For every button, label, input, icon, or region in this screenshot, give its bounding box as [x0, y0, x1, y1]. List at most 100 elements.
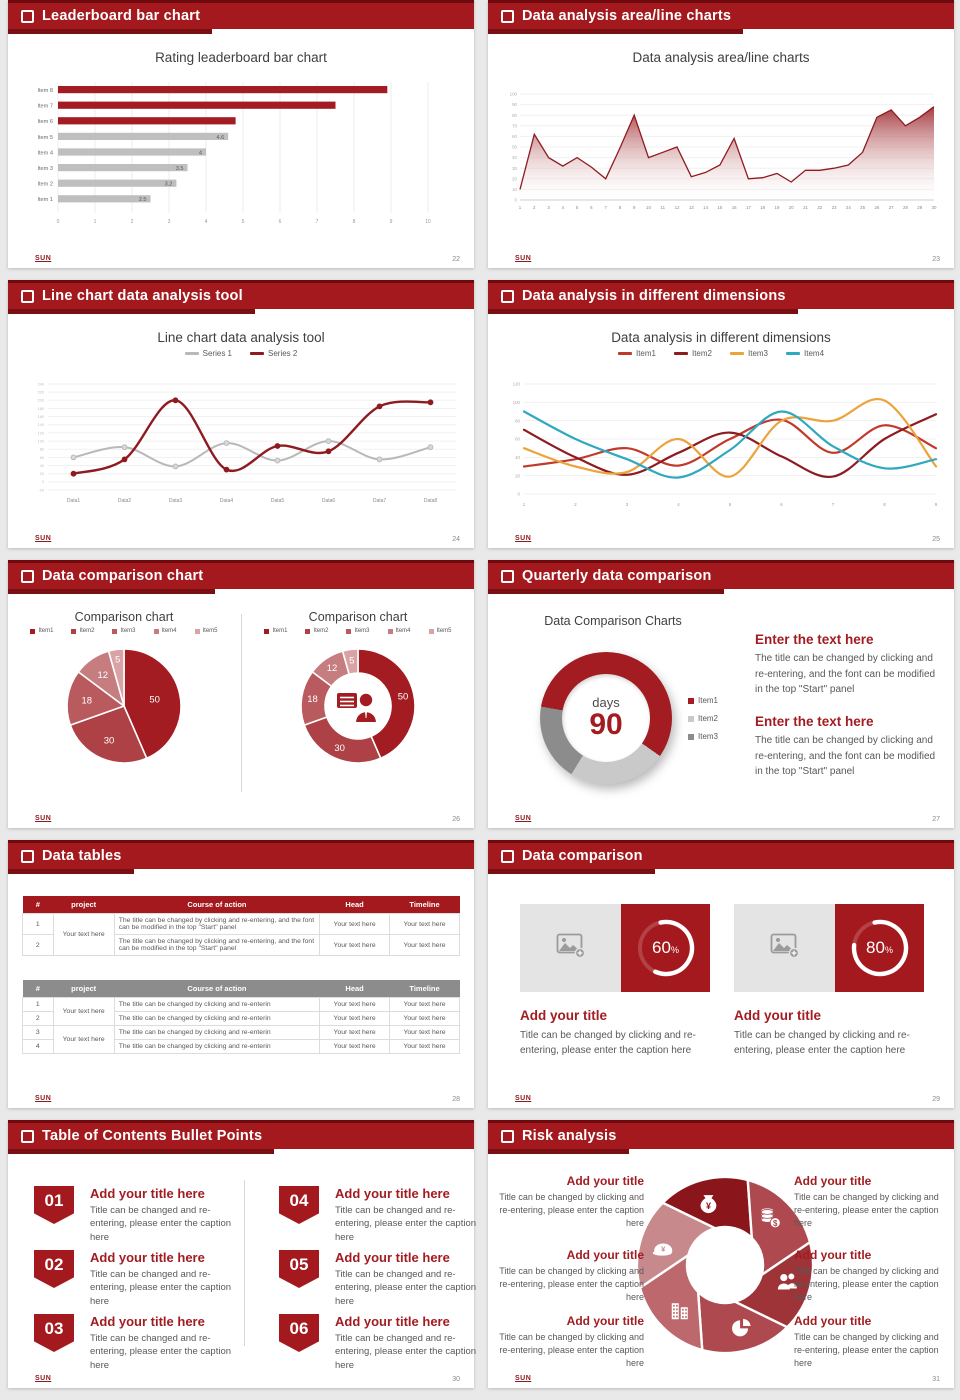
svg-text:4.6: 4.6	[216, 135, 224, 141]
square-bullet-icon	[21, 849, 34, 863]
slide-header: Table of Contents Bullet Points	[8, 1120, 474, 1149]
image-placeholder	[734, 904, 835, 992]
svg-text:8: 8	[883, 502, 886, 507]
legend-swatch	[112, 628, 118, 634]
svg-text:24: 24	[846, 205, 851, 210]
svg-text:3: 3	[547, 205, 550, 210]
svg-text:Item 8: Item 8	[37, 88, 53, 94]
text-block-title: Enter the text here	[755, 714, 874, 729]
progress-ring	[637, 919, 694, 977]
risk-text-block: Add your title Title can be changed by cl…	[794, 1248, 944, 1304]
page-number: 22	[452, 256, 460, 263]
legend-item: Item5	[194, 628, 218, 634]
table-header-cell: Course of action	[114, 980, 320, 998]
toc-item-caption: Title can be changed and re-entering, pl…	[335, 1269, 477, 1307]
card-caption: Title can be changed by clicking and re-…	[520, 1030, 696, 1056]
svg-text:2: 2	[131, 219, 134, 225]
pie-chart-icon	[732, 1318, 751, 1337]
header-shadow-bar	[488, 589, 724, 594]
legend-swatch	[184, 352, 199, 355]
table-header-cell: Course of action	[114, 896, 320, 914]
page-number: 29	[932, 1096, 940, 1103]
line-chart: 120 100 80 60 40 20 01 2 3 4 5 6 7 8 9	[513, 382, 938, 507]
data-table-red: # project Course of action Head Timeline 1 You…	[22, 896, 460, 956]
risk-text-block: Add your title Title can be changed by cl…	[494, 1174, 644, 1230]
page-number: 24	[452, 536, 460, 543]
risk-block-caption: Title can be changed by clicking and re-…	[499, 1192, 644, 1229]
table-header-cell: #	[22, 896, 54, 914]
svg-text:40: 40	[515, 455, 520, 460]
svg-text:220: 220	[38, 391, 44, 395]
footer-logo: SUN	[35, 255, 52, 262]
number-badge: 05	[279, 1250, 319, 1288]
toc-item-caption: Title can be changed and re-entering, pl…	[90, 1333, 232, 1371]
legend-item: Item3	[112, 628, 136, 634]
text-block-body: The title can be changed by clicking and…	[755, 653, 936, 695]
legend-label: Item2	[313, 628, 329, 634]
svg-text:20: 20	[515, 473, 520, 478]
svg-text:9: 9	[390, 219, 393, 225]
line-chart: 240220200180160140120100806040200-20Data…	[38, 382, 456, 504]
legend-item: Item1	[30, 628, 53, 634]
pie-slice	[357, 648, 416, 760]
svg-text:20: 20	[40, 472, 44, 476]
svg-text:9: 9	[935, 502, 938, 507]
risk-block-caption: Title can be changed by clicking and re-…	[499, 1266, 644, 1303]
risk-pinwheel-diagram: ¥ $ ¥	[635, 1175, 815, 1355]
pie-chart-panel: Comparison chart Item1 Item2 Item3 Item4 Ite…	[8, 596, 240, 810]
divider	[241, 614, 242, 792]
chart-legend: Item1 Item2 Item3	[688, 696, 718, 741]
chart-title: Line chart data analysis tool	[157, 330, 325, 345]
svg-text:30: 30	[334, 743, 345, 754]
legend-label: Item2	[698, 714, 719, 723]
svg-text:14: 14	[703, 205, 708, 210]
svg-text:Data5: Data5	[271, 498, 285, 504]
pie-slice	[107, 648, 125, 707]
slide-leaderboard-bar-chart: Leaderboard bar chart Rating leaderboard…	[8, 0, 474, 268]
legend-item: Item4	[153, 628, 177, 634]
svg-text:18: 18	[760, 205, 765, 210]
table-header-cell: project	[53, 980, 115, 998]
table-row: 3 Your text here The title can be changed …	[22, 1025, 460, 1054]
data-table: # project Course of action Head Timeline 1 You…	[22, 980, 460, 1054]
footer-logo: SUN	[515, 1095, 532, 1102]
header-shadow-bar	[8, 869, 134, 874]
svg-text:30: 30	[104, 736, 115, 747]
slide-header-title: Data tables	[42, 848, 122, 864]
legend-label: Item5	[202, 628, 218, 634]
bar	[58, 164, 188, 172]
risk-block-caption: Title can be changed by clicking and re-…	[794, 1266, 939, 1303]
risk-block-title: Add your title	[794, 1248, 872, 1262]
svg-text:3: 3	[626, 502, 629, 507]
svg-text:Data3: Data3	[169, 498, 183, 504]
text-block-body: The title can be changed by clicking and…	[755, 735, 936, 777]
slide-header: Leaderboard bar chart	[8, 0, 474, 29]
legend-label: Item1	[698, 696, 719, 705]
table-row: 1 Your text here The title can be changed …	[22, 913, 460, 956]
svg-text:25: 25	[860, 205, 865, 210]
svg-text:5: 5	[349, 655, 354, 666]
slide-header: Quarterly data comparison	[488, 560, 954, 589]
svg-text:8: 8	[353, 219, 356, 225]
legend-label: Item3	[698, 732, 719, 741]
toc-item-title: Add your title here	[335, 1250, 450, 1265]
svg-text:180: 180	[38, 407, 44, 411]
number-badge: 06	[279, 1314, 319, 1352]
svg-text:¥: ¥	[706, 1201, 711, 1211]
svg-text:Data1: Data1	[67, 498, 81, 504]
legend-swatch	[387, 628, 393, 634]
legend-item: Item1	[264, 628, 287, 634]
text-block: Enter the text here The title can be cha…	[755, 714, 941, 780]
table-row: 2 The title can be changed by clicking an…	[22, 934, 460, 956]
svg-text:16: 16	[732, 205, 737, 210]
table-header-cell: Timeline	[389, 896, 460, 914]
svg-text:40: 40	[40, 464, 44, 468]
svg-text:-20: -20	[39, 488, 45, 492]
legend-swatch	[730, 352, 744, 355]
legend-label: Item3	[120, 628, 136, 634]
header-shadow-bar	[8, 589, 216, 594]
svg-text:Item 4: Item 4	[37, 150, 53, 156]
slide-header-title: Data comparison	[522, 848, 643, 864]
legend-item: Item1	[617, 349, 656, 358]
money-bag-icon: ¥	[700, 1195, 717, 1214]
